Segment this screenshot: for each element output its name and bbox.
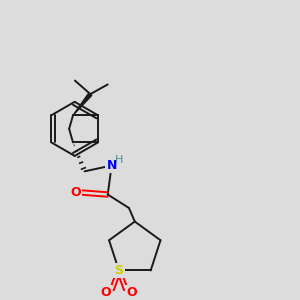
Text: O: O [127,286,137,299]
Text: S: S [114,264,123,277]
Text: H: H [115,155,124,165]
Text: O: O [100,286,111,299]
Polygon shape [73,93,92,115]
Text: O: O [70,186,81,199]
Text: N: N [106,159,117,172]
